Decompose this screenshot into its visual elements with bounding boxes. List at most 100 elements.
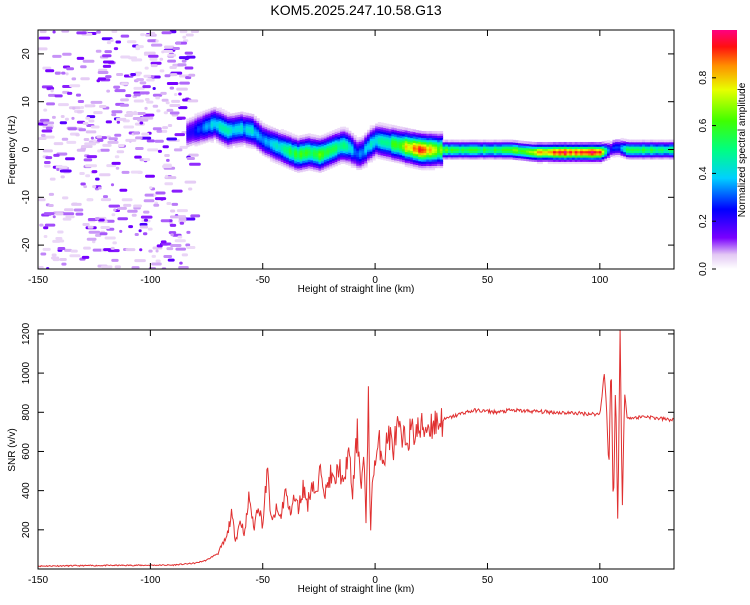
spectrogram-ridge-cell	[215, 119, 220, 122]
spectrogram-ridge-cell	[431, 156, 436, 160]
spectrogram-noise-cell	[131, 213, 137, 217]
spectrogram-ridge-cell	[607, 157, 611, 161]
spectrogram-ridge-cell	[607, 155, 611, 158]
spectrogram-ridge-cell	[393, 138, 398, 142]
spectrogram-ridge-cell	[242, 127, 247, 131]
spectrogram-ridge-cell	[429, 146, 433, 149]
spectrogram-ridge-cell	[245, 138, 249, 142]
spectrogram-ridge-cell	[375, 140, 379, 144]
spectrogram-noise-cell	[38, 137, 47, 141]
spectrogram-noise-cell	[42, 247, 51, 251]
spectrogram-ridge-cell	[515, 157, 519, 161]
spectrogram-ridge-cell	[542, 148, 546, 152]
spectrogram-noise-cell	[93, 111, 103, 115]
spectrogram-ridge-cell	[652, 156, 657, 160]
spectrogram-ridge-cell	[461, 139, 465, 143]
spectrogram-ridge-cell	[655, 152, 659, 156]
spectrogram-ridge-cell	[663, 143, 667, 147]
spectrogram-ridge-cell	[588, 141, 592, 145]
spectrogram-ridge-cell	[318, 144, 322, 148]
spectrogram-ridge-cell	[356, 152, 360, 155]
spectrogram-ridge-cell	[582, 144, 587, 147]
spectrogram-ridge-cell	[601, 147, 605, 151]
spectrogram-ridge-cell	[477, 141, 481, 145]
spectrogram-ridge-cell	[482, 156, 487, 160]
spectrogram-noise-cell	[61, 137, 69, 141]
spectrogram-ridge-cell	[358, 160, 363, 164]
spectrogram-ridge-cell	[275, 159, 279, 162]
spectrogram-ridge-cell	[644, 152, 649, 156]
spectrogram-ridge-cell	[232, 128, 236, 131]
spectrogram-ridge-cell	[391, 150, 395, 154]
spectrogram-ridge-cell	[642, 152, 646, 156]
spectrogram-noise-cell	[61, 30, 70, 33]
spectrogram-ridge-cell	[526, 143, 530, 147]
spectrogram-ridge-cell	[291, 142, 295, 146]
spectrogram-ridge-cell	[545, 157, 549, 160]
spectrogram-ridge-cell	[520, 149, 525, 153]
spectrogram-ridge-cell	[310, 148, 314, 152]
spectrogram-ridge-cell	[574, 159, 578, 162]
spectrogram-ridge-cell	[423, 135, 427, 139]
spectrogram-noise-cell	[65, 72, 69, 76]
spectrogram-ridge-cell	[234, 112, 239, 116]
spectrogram-ridge-cell	[323, 155, 328, 158]
spectrogram-ridge-cell	[402, 129, 406, 133]
spectrogram-ridge-cell	[304, 159, 309, 163]
spectrogram-ridge-cell	[291, 159, 295, 163]
spectrogram-ridge-cell	[660, 156, 665, 160]
spectrogram-ridge-cell	[623, 142, 627, 146]
spectrogram-ridge-cell	[248, 141, 252, 145]
spectrogram-ridge-cell	[299, 135, 303, 138]
spectrogram-ridge-cell	[348, 139, 352, 143]
spectrogram-ridge-cell	[480, 146, 484, 149]
spectrogram-noise-cell	[55, 165, 68, 169]
spectrogram-ridge-cell	[650, 143, 654, 147]
spectrogram-y-tick-label: 0	[21, 146, 32, 152]
spectrogram-ridge-cell	[485, 152, 489, 156]
spectrogram-ridge-cell	[318, 157, 322, 160]
spectrogram-ridge-cell	[609, 149, 614, 153]
spectrogram-ridge-cell	[501, 152, 506, 156]
spectrogram-noise-cell	[111, 110, 123, 114]
spectrogram-ridge-cell	[596, 161, 600, 165]
spectrogram-ridge-cell	[423, 148, 427, 151]
spectrogram-ridge-cell	[515, 146, 519, 150]
spectrogram-ridge-cell	[256, 131, 260, 134]
spectrogram-ridge-cell	[264, 150, 268, 153]
spectrogram-ridge-cell	[609, 154, 614, 157]
spectrogram-ridge-cell	[496, 146, 500, 149]
spectrogram-ridge-cell	[482, 143, 487, 147]
spectrogram-noise-cell	[43, 160, 51, 164]
spectrogram-ridge-cell	[493, 148, 498, 151]
spectrogram-ridge-cell	[569, 159, 573, 162]
spectrogram-ridge-cell	[337, 149, 341, 153]
spectrogram-ridge-cell	[342, 137, 347, 141]
spectrogram-ridge-cell	[388, 158, 392, 162]
spectrogram-noise-cell	[45, 126, 53, 130]
spectrogram-ridge-cell	[205, 111, 209, 115]
spectrogram-ridge-cell	[326, 134, 330, 138]
spectrogram-ridge-cell	[566, 154, 570, 158]
spectrogram-ridge-cell	[261, 133, 266, 137]
spectrogram-ridge-cell	[410, 135, 414, 139]
spectrogram-ridge-cell	[442, 148, 446, 151]
spectrogram-ridge-cell	[625, 150, 630, 153]
spectrogram-ridge-cell	[375, 147, 379, 150]
spectrogram-noise-cell	[179, 261, 183, 265]
spectrogram-ridge-cell	[418, 145, 422, 149]
spectrogram-noise-cell	[87, 225, 94, 229]
spectrogram-ridge-cell	[383, 123, 387, 126]
spectrogram-ridge-cell	[396, 134, 400, 138]
spectrogram-ridge-cell	[253, 130, 258, 134]
spectrogram-ridge-cell	[337, 147, 341, 151]
spectrogram-ridge-cell	[331, 151, 336, 155]
spectrogram-ridge-cell	[404, 144, 409, 148]
spectrogram-ridge-cell	[385, 125, 390, 129]
spectrogram-noise-cell	[144, 66, 149, 70]
spectrogram-noise-cell	[153, 203, 160, 207]
spectrogram-ridge-cell	[528, 156, 533, 160]
spectrogram-ridge-cell	[523, 158, 527, 161]
spectrogram-ridge-cell	[186, 135, 190, 139]
spectrogram-ridge-cell	[429, 139, 433, 143]
